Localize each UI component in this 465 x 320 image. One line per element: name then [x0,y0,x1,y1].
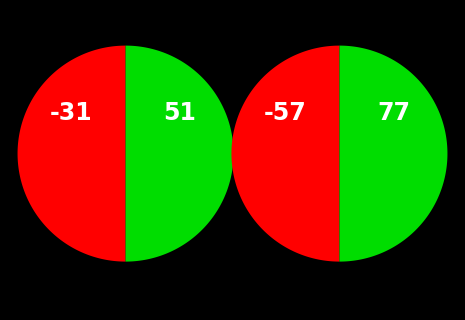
Text: -57: -57 [264,100,307,124]
Text: 77: 77 [377,100,410,124]
Polygon shape [339,46,447,262]
Polygon shape [126,46,233,262]
Text: -31: -31 [50,100,93,124]
Text: 51: 51 [163,100,196,124]
Polygon shape [232,46,339,262]
Polygon shape [18,46,126,262]
